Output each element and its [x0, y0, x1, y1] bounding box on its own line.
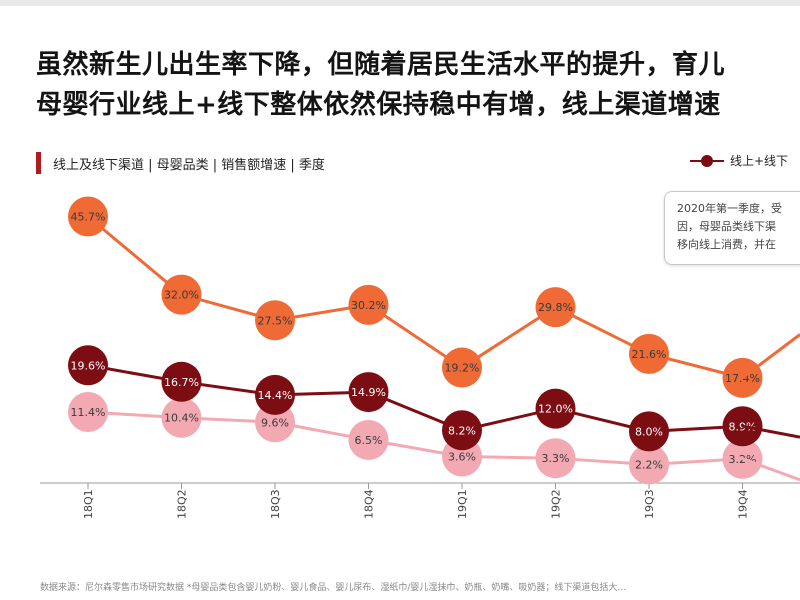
data-point [161, 361, 202, 402]
data-label: 8.2% [448, 424, 476, 437]
data-point [255, 300, 295, 341]
x-tick-label: 18Q1 [82, 489, 95, 519]
x-tick-label: 18Q2 [176, 489, 189, 519]
top-strip [0, 0, 800, 6]
annotation-line-1: 2020年第一季度，受 [677, 202, 782, 215]
series-continuation [742, 424, 800, 439]
data-label: 14.9% [351, 386, 386, 399]
data-point [535, 388, 576, 429]
data-label: 32.0% [164, 289, 199, 302]
data-point [255, 402, 295, 443]
data-label: 10.4% [164, 412, 199, 425]
data-label: 16.7% [164, 376, 199, 389]
legend-dot-icon [701, 154, 713, 167]
data-label: 19.6% [71, 359, 106, 372]
x-tick-label: 19Q1 [456, 489, 469, 519]
legend-marker [690, 154, 724, 167]
x-tick-label: 19Q2 [550, 489, 563, 519]
annotation-line-2: 因，母婴品类线下渠 [677, 220, 776, 233]
data-point [68, 345, 108, 386]
data-point [629, 411, 669, 452]
data-label: 6.5% [355, 434, 383, 447]
x-tick-label: 19Q4 [737, 489, 750, 519]
data-label: 27.5% [258, 314, 293, 327]
data-label: 12.0% [538, 403, 573, 416]
data-point [348, 372, 389, 413]
data-label: 8.0% [635, 425, 663, 438]
source-note: 数据来源：尼尔森零售市场研究数据 *母婴品类包含婴儿奶粉、婴儿食品、婴儿尿布、湿… [40, 583, 627, 593]
x-tick-label: 18Q3 [269, 489, 282, 519]
data-label: 19.2% [445, 362, 480, 375]
data-point [442, 410, 482, 451]
data-point [535, 438, 576, 479]
headline-line-2: 母婴行业线上+线下整体依然保持稳中有增，线上渠道增速 [36, 90, 721, 120]
data-point [442, 347, 482, 388]
data-label: 3.6% [448, 450, 476, 463]
data-point [161, 397, 202, 438]
data-label: 2.2% [635, 458, 663, 471]
data-point [348, 284, 389, 325]
data-point [68, 196, 108, 237]
data-point [629, 444, 669, 485]
data-point [255, 374, 295, 415]
data-label: 45.7% [71, 211, 106, 224]
data-label: 9.6% [261, 416, 289, 429]
legend-label: 线上+线下 [730, 154, 789, 168]
annotation-line-3: 移向线上消费，并在 [677, 238, 776, 251]
data-label: 3.3% [542, 452, 570, 465]
data-label: 14.4% [258, 389, 293, 402]
data-label: 29.8% [538, 301, 573, 314]
data-point [535, 287, 576, 328]
x-tick-label: 19Q3 [643, 489, 656, 519]
accent-bar [36, 152, 41, 174]
data-point [68, 392, 108, 433]
data-label: 17.4% [725, 372, 760, 385]
data-label: 21.6% [632, 348, 667, 361]
series-continuation [741, 333, 800, 380]
data-point [348, 419, 389, 460]
series-continuation [741, 457, 800, 482]
data-label: 30.2% [351, 299, 386, 312]
headline-line-1: 虽然新生儿出生率下降，但随着居民生活水平的提升，育儿 [36, 50, 726, 80]
data-label: 11.4% [71, 406, 106, 419]
legend: 线上+线下 [690, 152, 788, 169]
data-point [629, 333, 669, 374]
chart-subtitle: 线上及线下渠道 | 母婴品类 | 销售额增速 | 季度 [36, 150, 325, 176]
annotation-box: 2020年第一季度，受 因，母婴品类线下渠 移向线上消费，并在 [664, 191, 800, 265]
subtitle-text: 线上及线下渠道 | 母婴品类 | 销售额增速 | 季度 [53, 157, 325, 173]
x-tick-label: 18Q4 [363, 489, 376, 519]
data-point [161, 274, 202, 315]
